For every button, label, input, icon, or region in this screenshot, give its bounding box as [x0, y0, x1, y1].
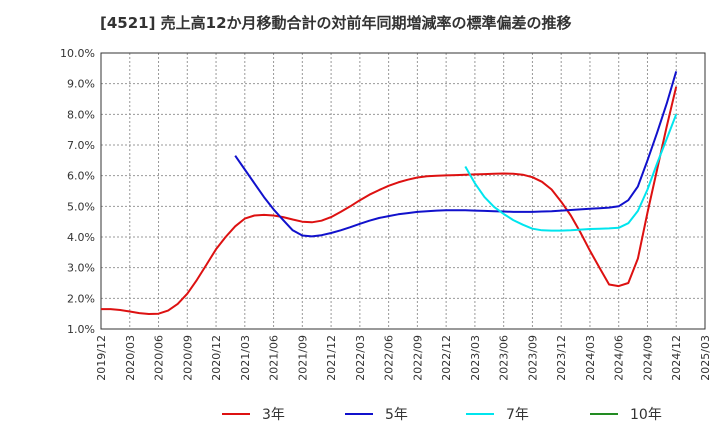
x-tick-label: 2023/12 — [555, 335, 568, 381]
legend-label-3: 10年 — [630, 407, 662, 423]
x-tick-label: 2023/06 — [498, 335, 511, 381]
x-tick-label: 2021/12 — [325, 335, 338, 381]
x-tick-label: 2024/12 — [670, 335, 683, 381]
x-tick-label: 2020/03 — [124, 335, 137, 381]
legend-label-2: 7年 — [506, 407, 529, 423]
x-tick-label: 2022/06 — [383, 335, 396, 381]
y-tick-label: 3.0% — [67, 262, 95, 275]
legend-label-0: 3年 — [262, 407, 285, 423]
x-tick-label: 2020/06 — [153, 335, 166, 381]
x-tick-label: 2021/06 — [268, 335, 281, 381]
x-tick-label: 2022/12 — [440, 335, 453, 381]
y-tick-label: 4.0% — [67, 231, 95, 244]
x-tick-label: 2025/03 — [699, 335, 712, 381]
x-tick-label: 2024/06 — [613, 335, 626, 381]
y-tick-label: 6.0% — [67, 170, 95, 183]
series-line-0 — [101, 86, 678, 315]
x-tick-label: 2020/09 — [181, 335, 194, 381]
y-tick-label: 8.0% — [67, 108, 95, 121]
x-tick-label: 2021/03 — [239, 335, 252, 381]
y-tick-label: 7.0% — [67, 139, 95, 152]
y-tick-label: 1.0% — [67, 323, 95, 336]
x-tick-label: 2024/09 — [641, 335, 654, 381]
x-tick-label: 2021/09 — [296, 335, 309, 381]
plot-frame — [100, 52, 706, 330]
x-tick-label: 2023/09 — [526, 335, 539, 381]
series-line-2 — [464, 113, 678, 232]
y-tick-label: 2.0% — [67, 292, 95, 305]
x-tick-label: 2024/03 — [584, 335, 597, 381]
y-tick-label: 10.0% — [60, 47, 95, 60]
x-tick-label: 2020/12 — [210, 335, 223, 381]
x-tick-label: 2019/12 — [95, 335, 108, 381]
legend-label-1: 5年 — [385, 407, 408, 423]
y-tick-label: 5.0% — [67, 200, 95, 213]
x-tick-label: 2022/03 — [354, 335, 367, 381]
x-tick-label: 2023/03 — [469, 335, 482, 381]
y-tick-label: 9.0% — [67, 78, 95, 91]
series-line-1 — [234, 71, 678, 238]
chart-title: [4521] 売上高12か月移動合計の対前年同期増減率の標準偏差の推移 — [100, 14, 572, 32]
x-tick-label: 2022/09 — [411, 335, 424, 381]
